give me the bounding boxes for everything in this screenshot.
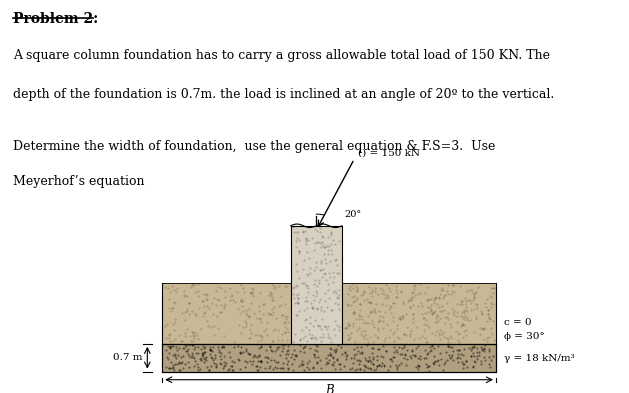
Text: 0.7 m: 0.7 m [113, 353, 142, 362]
Text: depth of the foundation is 0.7m. the load is inclined at an angle of 20º to the : depth of the foundation is 0.7m. the loa… [13, 88, 554, 101]
Text: γ = 18 kN/m³: γ = 18 kN/m³ [504, 354, 574, 363]
Bar [342, 283, 496, 344]
Text: ϕ = 30°: ϕ = 30° [504, 332, 544, 341]
Text: Determine the width of foundation,  use the general equation & F.S=3.  Use: Determine the width of foundation, use t… [13, 140, 495, 152]
Text: 20°: 20° [344, 211, 361, 220]
Bar [162, 344, 496, 371]
Text: Problem 2:: Problem 2: [13, 12, 98, 26]
Text: Meyerhof’s equation: Meyerhof’s equation [13, 175, 144, 188]
Text: B: B [325, 384, 333, 393]
Bar [162, 283, 291, 344]
Text: () = 150 kN: () = 150 kN [358, 149, 420, 158]
Text: c = 0: c = 0 [504, 318, 532, 327]
Bar [291, 226, 342, 344]
Text: A square column foundation has to carry a gross allowable total load of 150 KN. : A square column foundation has to carry … [13, 49, 550, 62]
